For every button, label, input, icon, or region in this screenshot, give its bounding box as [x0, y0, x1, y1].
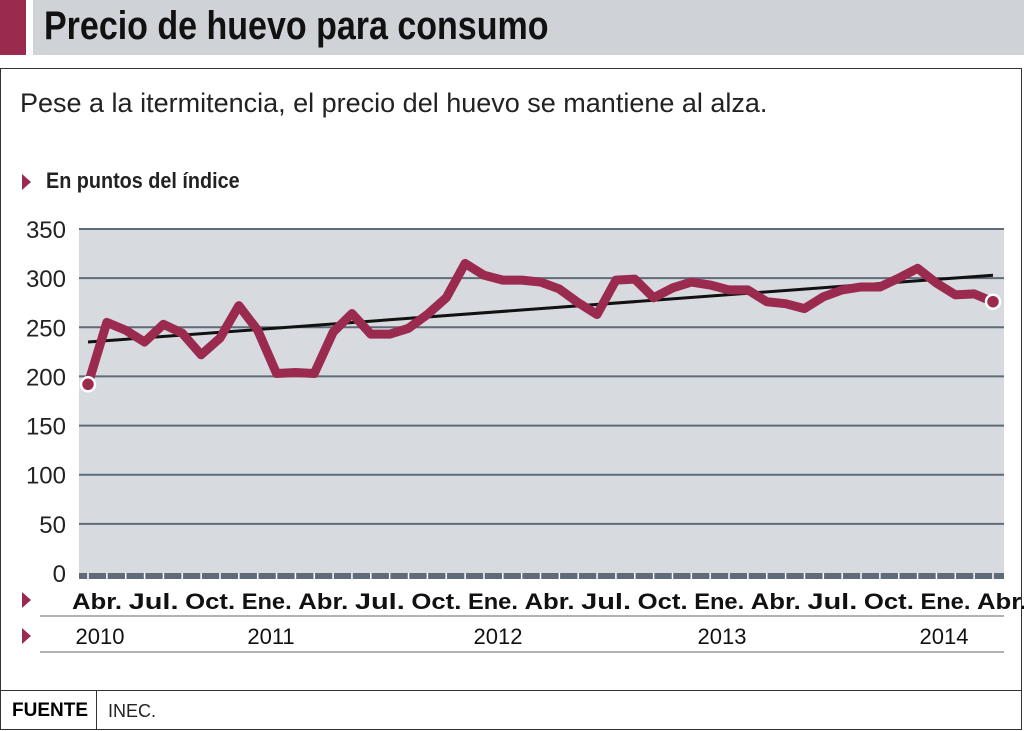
source-label: FUENTE [12, 700, 88, 721]
bullet-icon [22, 592, 31, 608]
x-tick-label-month: Ene. [468, 589, 518, 614]
x-tick-label-month: Oct. [185, 589, 235, 614]
x-tick-label-month: Oct. [411, 589, 461, 614]
x-tick-label-year: 2011 [247, 624, 294, 649]
x-tick-label-month: Oct. [638, 589, 688, 614]
x-tick-label-month: Ene. [920, 589, 970, 614]
x-tick-label-month: Abr. [751, 589, 801, 614]
x-tick-label-month: Jul. [129, 589, 179, 614]
title-bar: Precio de huevo para consumo [0, 0, 1024, 55]
y-tick-label: 200 [26, 364, 66, 391]
x-tick-label-month: Ene. [694, 589, 744, 614]
title-accent [0, 0, 26, 55]
x-tick-label-month: Jul. [581, 589, 631, 614]
y-axis-label: En puntos del índice [46, 168, 240, 193]
x-axis [79, 573, 1004, 579]
x-tick-label-month: Abr. [72, 589, 122, 614]
x-tick-label-month: Jul. [355, 589, 405, 614]
bullet-icon [22, 628, 31, 644]
x-tick-label-year: 2012 [474, 624, 523, 649]
chart-title: Precio de huevo para consumo [44, 4, 549, 48]
x-tick-label-year: 2014 [920, 624, 969, 649]
source-value: INEC. [108, 701, 157, 721]
bullet-icon [22, 174, 31, 190]
x-tick-label-month: Abr. [298, 589, 348, 614]
x-tick-label-month: Jul. [807, 589, 857, 614]
y-tick-label: 250 [26, 315, 66, 342]
y-tick-label: 100 [26, 463, 66, 490]
y-tick-label: 50 [39, 512, 66, 539]
x-tick-label-month: Abr. [525, 589, 575, 614]
y-tick-label: 150 [26, 414, 66, 441]
x-tick-label-month: Oct. [864, 589, 914, 614]
endpoint-marker [984, 293, 1002, 310]
x-tick-label-year: 2013 [698, 624, 747, 649]
x-tick-label-year: 2010 [76, 624, 125, 649]
y-tick-label: 350 [26, 217, 66, 244]
chart-frame [0, 68, 1022, 730]
endpoint-marker [79, 376, 97, 393]
chart-subtitle: Pese a la itermitencia, el precio del hu… [20, 88, 768, 118]
y-tick-label: 0 [53, 561, 66, 588]
x-tick-label-month: Abr. [977, 589, 1024, 614]
x-tick-label-month: Ene. [242, 589, 292, 614]
y-tick-label: 300 [26, 266, 66, 293]
